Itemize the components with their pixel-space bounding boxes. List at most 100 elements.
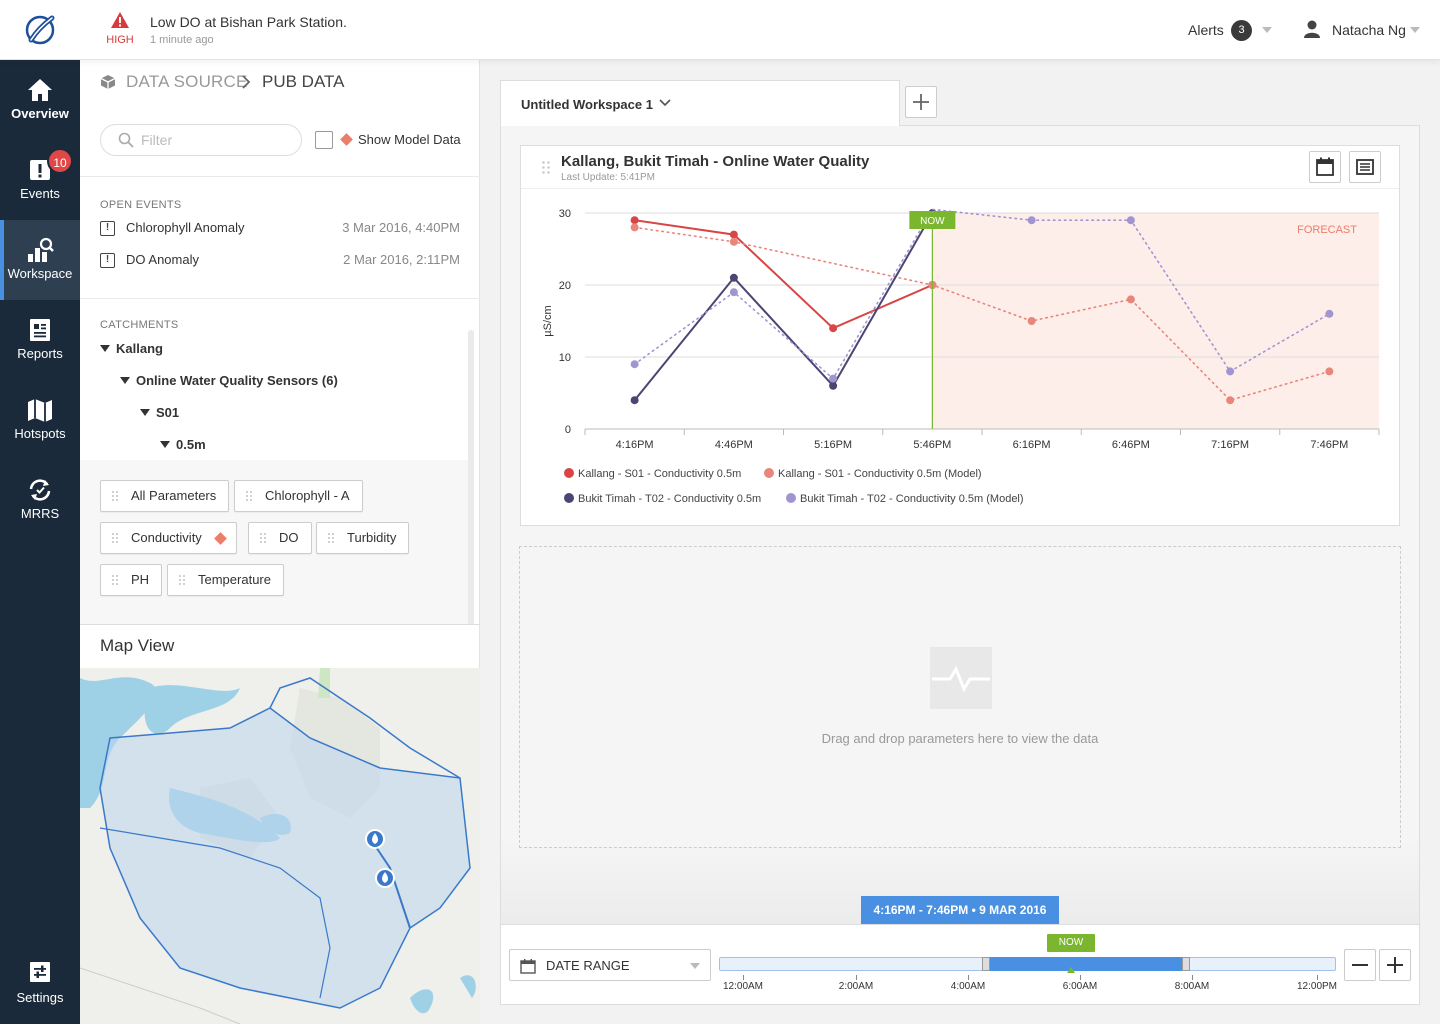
data-point — [1027, 216, 1036, 225]
user-chevron-down-icon[interactable] — [1410, 27, 1420, 33]
caret-down-icon[interactable] — [140, 409, 150, 416]
alerts-chevron-down-icon[interactable] — [1262, 27, 1272, 33]
chart-card-title: Kallang, Bukit Timah - Online Water Qual… — [561, 153, 870, 170]
app-logo-icon[interactable] — [22, 12, 58, 48]
drag-handle-icon — [327, 532, 335, 544]
conductivity-chart[interactable]: FORECAST 0 10 20 30 µS/cm 4:16PM 4:46PM 5:16PM 5… — [521, 189, 1399, 524]
forecast-label: FORECAST — [1297, 224, 1357, 236]
drop-zone[interactable]: Drag and drop parameters here to view th… — [519, 546, 1401, 848]
nav-hotspots[interactable]: Hotspots — [0, 380, 80, 460]
data-point — [1027, 317, 1036, 325]
settings-icon — [30, 962, 50, 982]
timeline-label: 12:00AM — [722, 981, 764, 992]
add-tab-button[interactable] — [905, 86, 937, 118]
slider-handle-end[interactable] — [1182, 957, 1190, 971]
y-tick-label: 10 — [559, 352, 571, 364]
param-label: PH — [131, 572, 150, 587]
drag-handle-icon[interactable] — [541, 160, 551, 176]
caret-down-icon[interactable] — [160, 441, 170, 448]
events-count-badge: 10 — [47, 148, 73, 174]
timeline-slider[interactable] — [719, 957, 1336, 971]
nav-settings-label: Settings — [16, 990, 64, 1005]
caret-down-icon[interactable] — [100, 345, 110, 352]
tree-node-depth[interactable]: 0.5m — [176, 437, 206, 452]
drag-handle-icon — [111, 574, 119, 586]
catchments-title: CATCHMENTS — [100, 319, 179, 331]
tree-node-sensors[interactable]: Online Water Quality Sensors (6) — [136, 373, 338, 388]
data-point — [729, 237, 738, 246]
tab-workspace-1[interactable]: Untitled Workspace 1 — [500, 80, 900, 126]
table-view-button[interactable] — [1349, 151, 1381, 183]
calendar-button[interactable] — [1309, 151, 1341, 183]
calendar-icon — [520, 959, 536, 974]
sensor-marker[interactable] — [365, 829, 385, 849]
x-tick-label: 5:16PM — [814, 439, 852, 451]
nav-reports-label: Reports — [17, 346, 63, 361]
data-point — [630, 216, 639, 225]
event-row[interactable]: ! DO Anomaly 2 Mar 2016, 2:11PM — [100, 251, 460, 271]
timeline-tick — [743, 975, 744, 980]
legend-marker — [764, 468, 774, 478]
zoom-in-button[interactable] — [1379, 949, 1411, 981]
event-row[interactable]: ! Chlorophyll Anomaly 3 Mar 2016, 4:40PM — [100, 219, 460, 239]
event-name: DO Anomaly — [126, 252, 199, 267]
timeline-label: 12:00PM — [1296, 981, 1338, 992]
breadcrumb-data-source[interactable]: DATA SOURCE — [126, 72, 248, 91]
chevron-right-icon — [242, 75, 251, 89]
date-range-select[interactable]: DATE RANGE — [509, 949, 711, 981]
show-model-checkbox[interactable] — [315, 131, 333, 149]
param-chip-all[interactable]: All Parameters — [100, 480, 230, 512]
param-chip-conductivity[interactable]: Conductivity — [100, 522, 237, 554]
drag-handle-icon — [111, 490, 119, 502]
param-label: DO — [279, 530, 299, 545]
timeline-label: 6:00AM — [1062, 981, 1098, 992]
chart-placeholder-icon — [930, 647, 992, 709]
home-icon — [28, 79, 52, 101]
nav-events[interactable]: Events — [0, 140, 80, 220]
nav-workspace[interactable]: Workspace — [0, 220, 80, 300]
data-source-panel: DATA SOURCE PUB DATA Show Model Data OPE… — [80, 60, 480, 1024]
caret-down-icon[interactable] — [120, 377, 130, 384]
plus-icon — [1387, 957, 1403, 973]
timeline-label: 4:00AM — [950, 981, 986, 992]
calendar-icon — [1316, 157, 1334, 176]
slider-handle-start[interactable] — [982, 957, 990, 971]
nav-mrrs[interactable]: MRRS — [0, 460, 80, 540]
nav-reports[interactable]: Reports — [0, 300, 80, 380]
chevron-down-icon — [690, 963, 700, 969]
alerts-dropdown[interactable]: Alerts — [1188, 22, 1224, 38]
timeline-bar: DATE RANGE NOW 12:00AM 2:00AM 4:00AM 6:00AM… — [501, 924, 1419, 1004]
tree-node-s01[interactable]: S01 — [156, 405, 180, 420]
param-chip-turbidity[interactable]: Turbidity — [316, 522, 410, 554]
x-tick-label: 6:16PM — [1013, 439, 1051, 451]
workspace-search-icon — [28, 237, 54, 262]
x-tick-label: 5:46PM — [913, 439, 951, 451]
param-label: Turbidity — [347, 530, 397, 545]
scrollbar[interactable] — [468, 330, 474, 625]
data-point — [630, 360, 639, 369]
param-label: Temperature — [198, 572, 271, 587]
now-label: NOW — [920, 216, 945, 227]
map-view[interactable] — [80, 668, 480, 1024]
tree-node-kallang[interactable]: Kallang — [116, 341, 163, 356]
nav-overview[interactable]: Overview — [0, 60, 80, 140]
param-chip-do[interactable]: DO — [248, 522, 312, 554]
filter-input[interactable] — [100, 124, 302, 156]
timeline-selection[interactable] — [986, 957, 1186, 971]
chevron-down-icon[interactable] — [659, 99, 671, 107]
cube-icon — [100, 75, 116, 89]
param-chip-chlorophyll[interactable]: Chlorophyll - A — [234, 480, 363, 512]
param-chip-ph[interactable]: PH — [100, 564, 163, 596]
data-point — [729, 273, 738, 282]
legend-entry: Kallang - S01 - Conductivity 0.5m — [578, 468, 741, 480]
nav-settings[interactable]: Settings — [0, 944, 80, 1024]
sensor-marker[interactable] — [375, 868, 395, 888]
x-tick-label: 6:46PM — [1112, 439, 1150, 451]
user-menu[interactable]: Natacha Ng — [1332, 22, 1406, 38]
zoom-out-button[interactable] — [1344, 949, 1376, 981]
search-icon — [118, 132, 134, 148]
catchment-map[interactable] — [80, 668, 480, 1024]
alert-message[interactable]: Low DO at Bishan Park Station. — [150, 14, 347, 30]
param-chip-temperature[interactable]: Temperature — [167, 564, 284, 596]
event-alert-icon: ! — [100, 221, 115, 236]
